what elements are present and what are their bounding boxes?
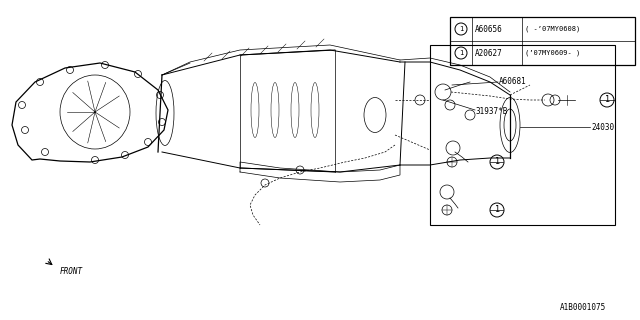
Text: A60656: A60656 — [475, 25, 503, 34]
Text: A20627: A20627 — [475, 49, 503, 58]
Text: 1: 1 — [459, 50, 463, 56]
Bar — [450, 17, 635, 65]
Bar — [430, 45, 615, 225]
Text: A1B0001075: A1B0001075 — [560, 303, 606, 312]
Text: ( -’07MY0608): ( -’07MY0608) — [525, 26, 580, 32]
Text: A60681: A60681 — [499, 77, 527, 86]
Text: 1: 1 — [495, 157, 499, 166]
Text: (’07MY0609- ): (’07MY0609- ) — [525, 50, 580, 56]
Text: 1: 1 — [605, 95, 609, 105]
Text: FRONT: FRONT — [60, 268, 83, 276]
Text: 24030: 24030 — [591, 123, 614, 132]
Text: 1: 1 — [459, 26, 463, 32]
Text: 1: 1 — [495, 205, 499, 214]
Text: 31937*B: 31937*B — [476, 108, 508, 116]
